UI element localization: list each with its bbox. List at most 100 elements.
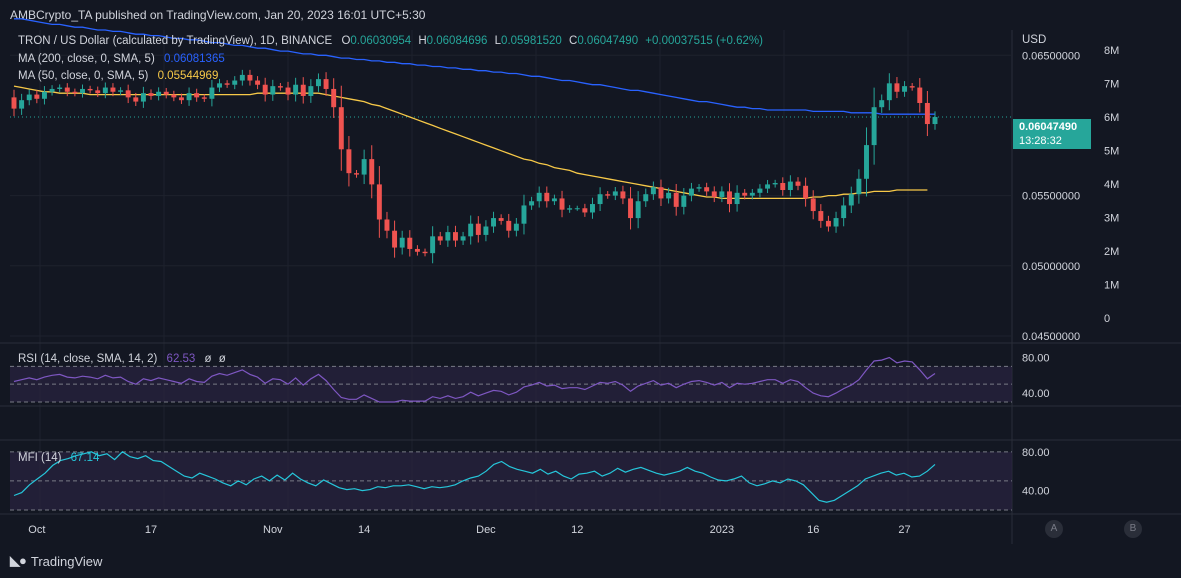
candle-body (338, 107, 344, 150)
mfi-tick-label: 80.00 (1022, 447, 1050, 459)
candle-body (468, 223, 474, 237)
mfi-tick-label: 40.00 (1022, 486, 1050, 498)
high-label: H (418, 35, 427, 47)
candle-body (734, 192, 740, 205)
candle-body (437, 236, 443, 241)
candle-body (239, 74, 245, 81)
volume-tick-label: 0 (1104, 313, 1110, 325)
candle-body (902, 86, 908, 92)
log-scale-button[interactable]: B (1124, 520, 1142, 538)
symbol-name: TRON / US Dollar (calculated by TradingV… (18, 35, 333, 47)
candle-body (217, 83, 222, 88)
volume-tick-label: 3M (1104, 213, 1119, 225)
price-tick-label: 0.06500000 (1022, 50, 1080, 62)
candle-body (506, 220, 512, 231)
candle-body (871, 107, 877, 146)
candle-body (833, 218, 839, 227)
candle-body (41, 91, 47, 99)
volume-tick-label: 6M (1104, 112, 1119, 124)
tradingview-logo-icon: ◣● (10, 553, 27, 568)
candle-body (224, 83, 230, 85)
candle-body (102, 87, 108, 94)
time-tick-label: 27 (898, 524, 910, 536)
candle-body (787, 181, 793, 191)
candle-body (742, 192, 748, 196)
candle-body (803, 185, 809, 199)
candle-body (80, 88, 85, 94)
change-value: +0.00037515 (+0.62%) (645, 35, 763, 47)
candle-body (536, 192, 542, 202)
candle-body (772, 182, 778, 185)
candle-body (864, 145, 869, 179)
symbol-legend: TRON / US Dollar (calculated by TradingV… (18, 35, 763, 47)
chart-canvas[interactable]: 0.06500000 0.05500000 0.05000000 0.04500000… (0, 0, 1181, 544)
ma200-value: 0.06081365 (163, 53, 225, 65)
candle-body (64, 87, 70, 92)
mfi-label: MFI (14) (18, 452, 62, 464)
top-bar: AMBCrypto_TA published on TradingView.co… (0, 0, 1181, 28)
candle-body (57, 87, 63, 89)
candle-body (597, 194, 603, 205)
candle-body (551, 198, 557, 202)
candle-body (810, 198, 816, 212)
candle-body (848, 194, 854, 206)
candle-body (178, 97, 184, 101)
candle-body (924, 102, 930, 125)
candle-body (430, 236, 436, 254)
close-value: 0.06047490 (577, 35, 639, 47)
ma50-label: MA (50, close, 0, SMA, 5) (18, 70, 149, 82)
candle-body (673, 192, 679, 207)
candle-body (704, 187, 710, 192)
candle-body (399, 237, 405, 248)
candle-body (529, 201, 535, 206)
currency-label: USD (1022, 34, 1047, 46)
candle-body (894, 83, 900, 92)
candle-body (163, 91, 169, 95)
candle-body (125, 90, 131, 98)
candle-body (886, 83, 892, 101)
auto-scale-button[interactable]: A (1045, 520, 1063, 538)
candle-body (354, 173, 359, 175)
high-value: 0.06084696 (426, 35, 488, 47)
time-tick-label: 17 (145, 524, 157, 536)
candle-body (757, 188, 763, 193)
candle-body (719, 191, 725, 198)
candle-body (612, 191, 618, 196)
candle-body (140, 93, 146, 102)
time-tick-label: Oct (28, 524, 45, 536)
price-tick-label: 0.05500000 (1022, 191, 1080, 203)
candle-body (856, 178, 862, 195)
candle-body (909, 86, 915, 88)
candle-body (491, 218, 497, 227)
candle-body (118, 90, 124, 92)
candle-body (574, 208, 580, 210)
mfi-line (13, 451, 936, 503)
close-label: C (569, 35, 578, 47)
candle-body (620, 191, 626, 199)
candle-body (270, 86, 276, 95)
candle-body (666, 192, 672, 199)
time-tick-label: 2023 (710, 524, 734, 536)
candle-body (247, 74, 253, 81)
candle-body (26, 94, 32, 101)
candle-body (148, 93, 154, 96)
candle-body (590, 204, 595, 213)
candle-body (582, 208, 588, 213)
time-tick-label: 14 (358, 524, 370, 536)
candle-body (681, 195, 687, 207)
candle-body (628, 198, 634, 219)
candle-body (445, 232, 451, 241)
candle-body (635, 201, 641, 219)
candle-body (727, 191, 732, 205)
candle-body (407, 237, 413, 249)
candle-body (841, 205, 847, 219)
time-tick-label: 16 (807, 524, 819, 536)
candle-body (711, 191, 717, 198)
tradingview-brand[interactable]: ◣● TradingView (10, 553, 102, 569)
candle-body (765, 184, 771, 189)
bar-countdown: 13:28:32 (1019, 135, 1062, 147)
candle-body (696, 187, 702, 189)
volume-tick-label: 8M (1104, 45, 1119, 57)
candle-body (194, 93, 200, 98)
time-tick-label: Nov (263, 524, 283, 536)
